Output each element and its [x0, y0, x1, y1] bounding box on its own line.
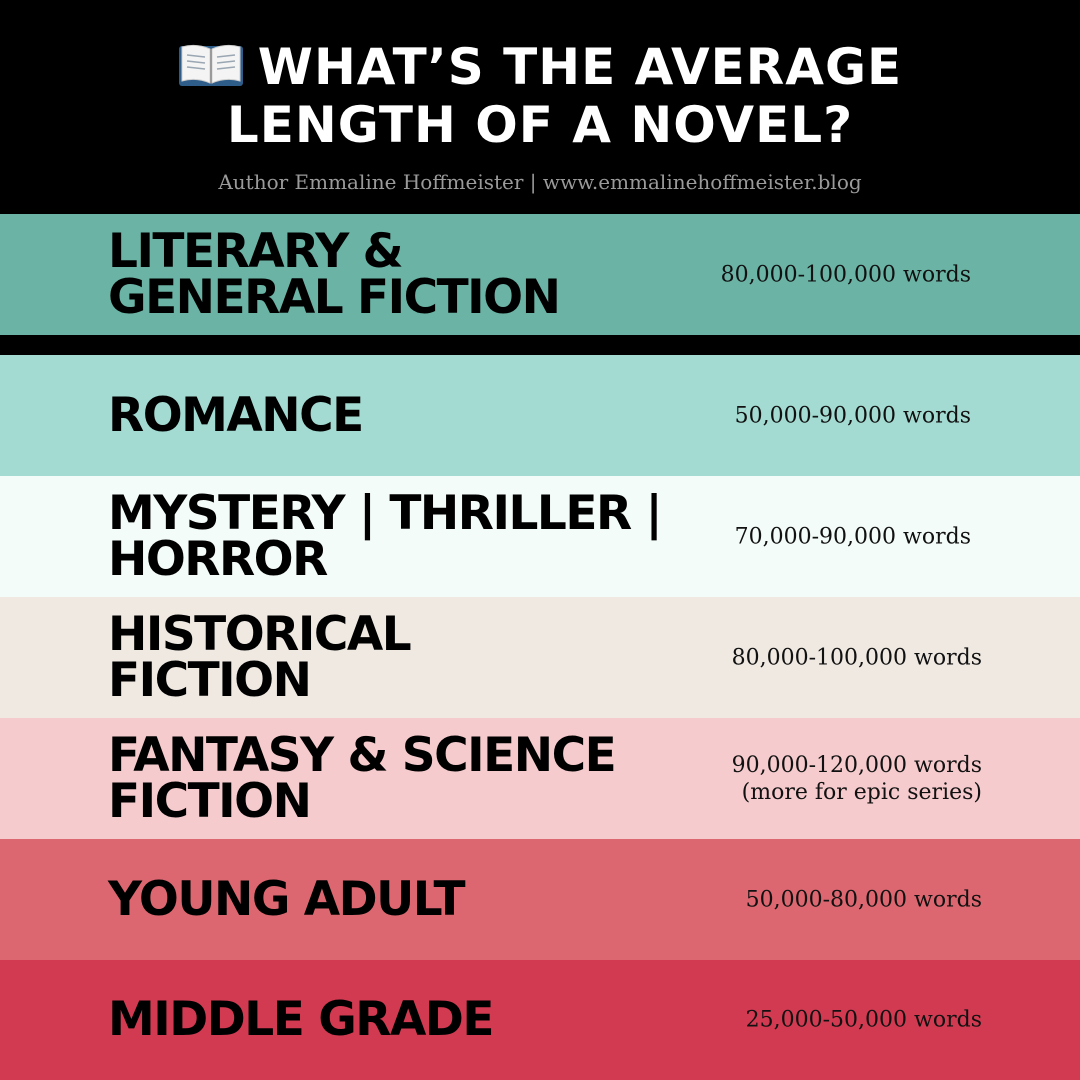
header: WHAT’S THE AVERAGE LENGTH OF A NOVEL? Au… [0, 0, 1080, 214]
genre-name: FANTASY & SCIENCE FICTION [108, 727, 617, 829]
author-credit: Author Emmaline Hoffmeister | www.emmali… [218, 170, 862, 194]
genre-row-fantasy: FANTASY & SCIENCE FICTION 90,000-120,000 … [0, 718, 1080, 839]
word-count: 25,000-50,000 words [745, 1007, 982, 1033]
page-title: WHAT’S THE AVERAGE LENGTH OF A NOVEL? [0, 38, 1080, 154]
title-line-2: LENGTH OF A NOVEL? [226, 96, 854, 154]
genre-row-romance: ROMANCE 50,000-90,000 words [0, 355, 1080, 476]
word-count: 90,000-120,000 words (more for epic serie… [731, 752, 982, 805]
word-count: 50,000-80,000 words [745, 887, 982, 912]
open-book-icon [178, 43, 244, 87]
genre-row-historical: HISTORICAL FICTION 80,000-100,000 words [0, 597, 1080, 718]
genre-name: ROMANCE [108, 387, 364, 443]
word-count: 80,000-100,000 words [720, 262, 971, 287]
genre-name: YOUNG ADULT [108, 871, 466, 927]
genre-row-young-adult: YOUNG ADULT 50,000-80,000 words [0, 839, 1080, 960]
title-line-1: WHAT’S THE AVERAGE [0, 38, 1080, 96]
genre-name: HISTORICAL FICTION [108, 606, 412, 708]
genre-row-middle-grade: MIDDLE GRADE 25,000-50,000 words [0, 960, 1080, 1080]
genre-row-literary: LITERARY & GENERAL FICTION 80,000-100,000… [0, 214, 1080, 335]
genre-name: MIDDLE GRADE [108, 992, 494, 1047]
word-count: 70,000-90,000 words [734, 524, 971, 549]
genre-row-mystery: MYSTERY | THRILLER | HORROR 70,000-90,000… [0, 476, 1080, 597]
word-count: 80,000-100,000 words [731, 645, 982, 670]
genre-name: LITERARY & GENERAL FICTION [108, 223, 561, 325]
genre-name: MYSTERY | THRILLER | HORROR [108, 485, 663, 587]
word-count: 50,000-90,000 words [734, 403, 971, 428]
